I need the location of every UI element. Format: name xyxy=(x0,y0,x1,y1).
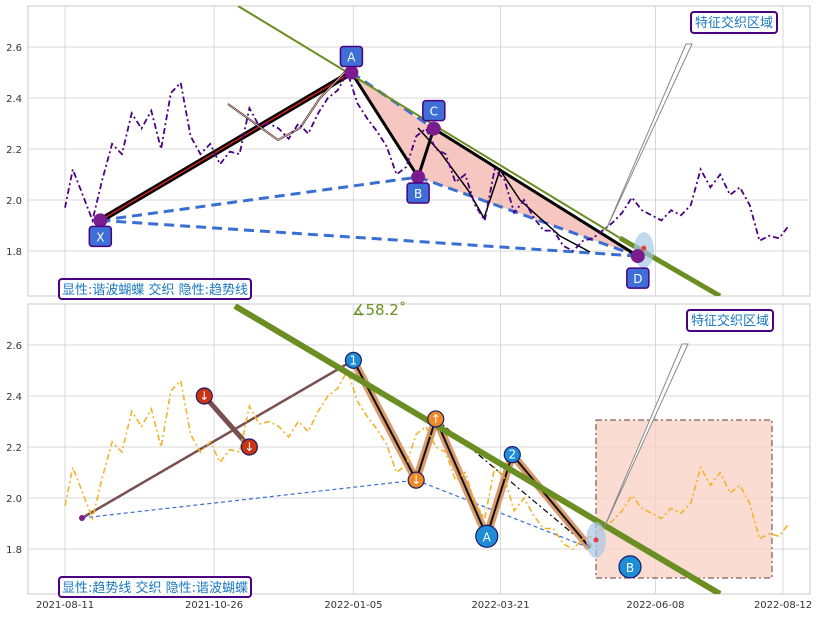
point-label-b: B xyxy=(414,187,422,201)
bottom-angle-label: ∡58.2˚ xyxy=(352,301,406,319)
wave-point-label-3: ↓ xyxy=(411,473,421,487)
wave-point-4 xyxy=(427,410,445,428)
bottom-trend-line xyxy=(233,304,722,594)
top-pattern-points xyxy=(93,65,654,269)
bottom-y-tick-label: 2.2 xyxy=(6,443,22,454)
top-panel-label-box xyxy=(58,278,252,300)
pattern-zigzag-2 xyxy=(417,127,591,253)
bottom-panel-label: 显性:趋势线 交织 隐性:谐波蝴蝶 xyxy=(62,580,248,596)
x-tick-label: 2022-08-12 xyxy=(754,600,812,611)
point-label-c: C xyxy=(430,105,438,119)
point-label-box-a xyxy=(339,45,364,68)
pattern-zigzag-1b xyxy=(227,71,346,141)
bottom-y-tick-label: 2.6 xyxy=(6,341,22,352)
wave-point-1 xyxy=(240,438,259,456)
top-price-line xyxy=(64,70,790,253)
bottom-y-tick-label: 1.8 xyxy=(6,545,22,556)
bottom-zone-label: 特征交织区域 xyxy=(691,313,769,329)
top-y-tick-label: 2.0 xyxy=(6,196,22,207)
pattern-leg-BC xyxy=(416,128,436,178)
pattern-point-x xyxy=(93,213,108,228)
wave-dash-blue-2 xyxy=(415,479,591,549)
pattern-point-b xyxy=(411,170,426,185)
bottom-feature-zone xyxy=(595,419,773,579)
top-y-ticks: 1.8 2.0 2.2 2.4 2.6 xyxy=(6,43,22,258)
point-label-box-c xyxy=(422,99,446,122)
wave-point-2 xyxy=(344,351,362,369)
bottom-panel-label-group: 显性:趋势线 交织 隐性:谐波蝴蝶 xyxy=(58,576,252,598)
wave-point-label-5: A xyxy=(483,530,492,544)
top-y-tick-label: 2.2 xyxy=(6,145,22,156)
top-grid xyxy=(28,6,810,296)
top-y-tick-label: 1.8 xyxy=(6,247,22,258)
top-y-tick-label: 2.4 xyxy=(6,94,22,105)
bottom-price-line xyxy=(64,368,790,550)
wave-point-label-4: ↑ xyxy=(431,412,441,426)
wave-dash-blue-1 xyxy=(81,479,417,519)
x-tick-label: 2021-08-11 xyxy=(36,600,94,611)
pattern-leg-AB xyxy=(350,71,420,178)
top-panel-label: 显性:谐波蝴蝶 交织 隐性:趋势线 xyxy=(62,282,248,298)
bottom-panel-label-box xyxy=(58,576,252,598)
wave-point-6 xyxy=(503,446,521,464)
wave-point-7 xyxy=(618,555,642,579)
pattern-dash-0 xyxy=(100,175,419,222)
bottom-grid xyxy=(28,304,810,594)
bottom-zone-arrow xyxy=(603,343,689,529)
wave-point-label-0: ↓ xyxy=(199,389,209,403)
wave-b-marker xyxy=(593,537,599,543)
bottom-y-tick-label: 2.0 xyxy=(6,494,22,505)
x-tick-label: 2021-10-26 xyxy=(185,600,243,611)
wave-origin-point xyxy=(79,515,85,521)
pattern-leg-inner xyxy=(99,71,352,222)
wave-point-0 xyxy=(195,387,213,405)
top-zone-label-box xyxy=(690,11,778,34)
pattern-dash-1 xyxy=(100,218,638,258)
point-label-box-b xyxy=(406,182,430,204)
wave-point-label-2: 1 xyxy=(350,353,358,367)
x-tick-label: 2022-06-08 xyxy=(626,600,684,611)
top-panel-label-group: 显性:谐波蝴蝶 交织 隐性:趋势线 xyxy=(58,278,252,300)
point-d-marker xyxy=(641,245,647,251)
wave-brown-long xyxy=(81,359,355,520)
pattern-leg-CD xyxy=(433,127,639,258)
x-tick-label: 2022-03-21 xyxy=(471,600,529,611)
pattern-fill-bcd xyxy=(418,128,638,257)
x-tick-label: 2022-01-05 xyxy=(324,600,382,611)
top-y-tick-label: 2.6 xyxy=(6,43,22,54)
top-trend-line xyxy=(237,6,621,239)
top-zone-label: 特征交织区域 xyxy=(695,15,773,31)
pattern-point-a xyxy=(344,65,359,80)
pattern-point-d xyxy=(630,249,645,264)
top-point-labels: X A B C D xyxy=(88,45,650,289)
top-harmonic-pattern xyxy=(98,69,639,258)
pattern-dash-3 xyxy=(417,175,639,258)
bottom-wave-structure xyxy=(81,358,594,551)
point-label-x: X xyxy=(96,230,104,244)
bottom-zone-label-box xyxy=(686,309,774,332)
pattern-fill-abc xyxy=(351,72,434,178)
wave-point-5 xyxy=(475,524,499,548)
bottom-y-ticks: 1.8 2.0 2.2 2.4 2.6 xyxy=(6,341,22,556)
wave-black xyxy=(352,359,591,549)
top-zone-callout: 特征交织区域 xyxy=(605,11,778,231)
point-label-box-x xyxy=(88,225,113,248)
wave-point-3 xyxy=(407,471,425,489)
wave-point-label-6: 2 xyxy=(508,448,516,462)
point-label-d: D xyxy=(633,272,642,286)
top-zone-arrow xyxy=(605,43,693,231)
bottom-zone-callout: 特征交织区域 xyxy=(603,309,774,529)
bottom-wave-points: ↓ ↓ 1 ↓ ↑ A 2 B xyxy=(79,351,642,579)
bottom-x-ticks: 2021-08-11 2021-10-26 2022-01-05 2022-03-21… xyxy=(36,600,812,611)
wave-brown-short xyxy=(202,394,252,449)
wave-point-label-1: ↓ xyxy=(244,440,254,454)
point-label-box-d xyxy=(626,267,650,289)
point-label-a: A xyxy=(347,51,356,65)
pattern-point-c xyxy=(426,121,441,136)
bottom-y-tick-label: 2.4 xyxy=(6,392,22,403)
wave-point-label-7: B xyxy=(626,561,634,575)
